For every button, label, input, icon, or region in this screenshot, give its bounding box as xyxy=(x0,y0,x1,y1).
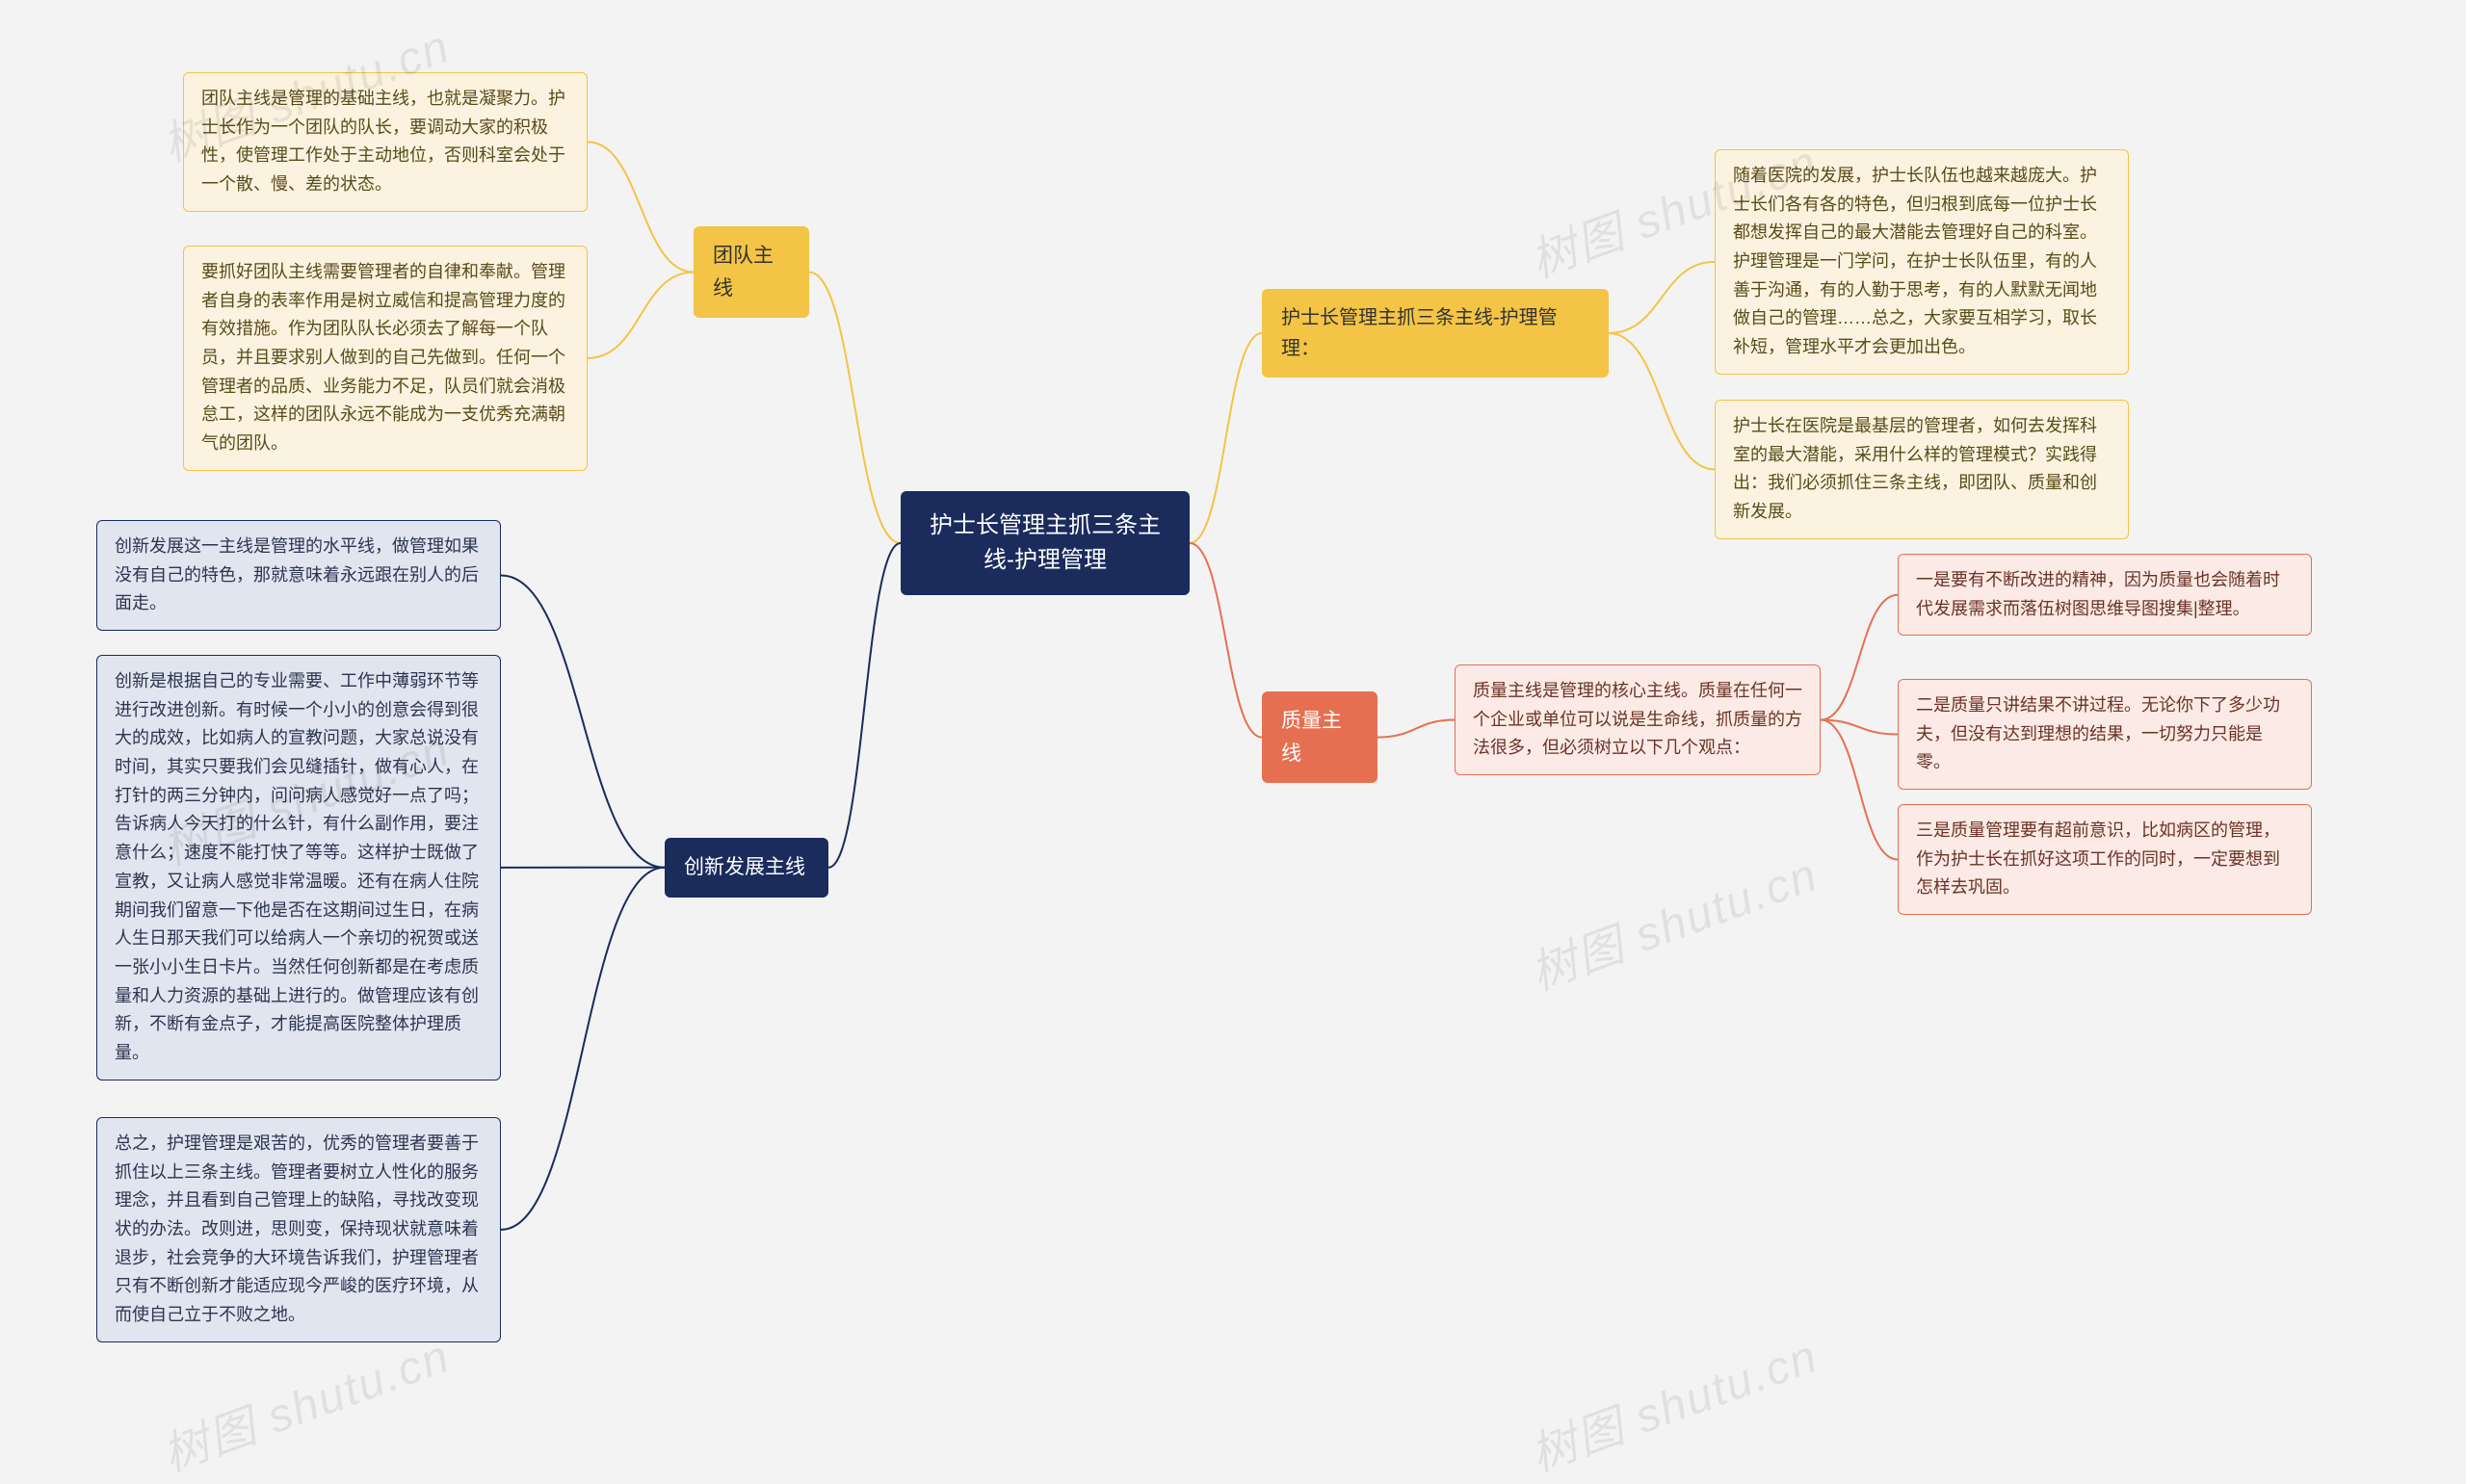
branch-left1: 团队主线 xyxy=(694,226,809,318)
connector xyxy=(809,273,901,543)
root-node: 护士长管理主抓三条主线-护理管理 xyxy=(901,491,1190,595)
connector xyxy=(1609,333,1715,469)
leaf-left2-1: 创新是根据自己的专业需要、工作中薄弱环节等进行改进创新。有时候一个小小的创意会得… xyxy=(96,655,501,1080)
connector xyxy=(1609,262,1715,333)
connector xyxy=(1190,543,1262,738)
connector xyxy=(588,142,694,272)
connector xyxy=(1821,720,1898,735)
connector xyxy=(1821,720,1898,860)
leaf-right2-0: 一是要有不断改进的精神，因为质量也会随着时代发展需求而落伍树图思维导图搜集|整理… xyxy=(1898,554,2312,636)
mid-right2: 质量主线是管理的核心主线。质量在任何一个企业或单位可以说是生命线，抓质量的方法很… xyxy=(1455,664,1821,775)
leaf-left2-0: 创新发展这一主线是管理的水平线，做管理如果没有自己的特色，那就意味着永远跟在别人… xyxy=(96,520,501,631)
leaf-right2-1: 二是质量只讲结果不讲过程。无论你下了多少功夫，但没有达到理想的结果，一切努力只能… xyxy=(1898,679,2312,790)
leaf-left1-0: 团队主线是管理的基础主线，也就是凝聚力。护士长作为一个团队的队长，要调动大家的积… xyxy=(183,72,588,212)
leaf-left2-2: 总之，护理管理是艰苦的，优秀的管理者要善于抓住以上三条主线。管理者要树立人性化的… xyxy=(96,1117,501,1342)
branch-right2: 质量主线 xyxy=(1262,691,1377,783)
leaf-right1-1: 护士长在医院是最基层的管理者，如何去发挥科室的最大潜能，采用什么样的管理模式？实… xyxy=(1715,400,2129,539)
connector xyxy=(828,543,901,868)
branch-left2: 创新发展主线 xyxy=(665,838,828,898)
connector xyxy=(1190,333,1262,543)
leaf-right1-0: 随着医院的发展，护士长队伍也越来越庞大。护士长们各有各的特色，但归根到底每一位护… xyxy=(1715,149,2129,375)
connector xyxy=(501,576,665,868)
watermark: 树图 shutu.cn xyxy=(1519,837,1825,1003)
watermark: 树图 shutu.cn xyxy=(151,1318,458,1484)
watermark: 树图 shutu.cn xyxy=(1519,1318,1825,1484)
connector xyxy=(1377,720,1455,738)
branch-right1: 护士长管理主抓三条主线-护理管理： xyxy=(1262,289,1609,378)
connector xyxy=(588,273,694,358)
connector xyxy=(501,868,665,1230)
leaf-right2-2: 三是质量管理要有超前意识，比如病区的管理，作为护士长在抓好这项工作的同时，一定要… xyxy=(1898,804,2312,915)
connector xyxy=(1821,595,1898,720)
leaf-left1-1: 要抓好团队主线需要管理者的自律和奉献。管理者自身的表率作用是树立威信和提高管理力… xyxy=(183,246,588,471)
